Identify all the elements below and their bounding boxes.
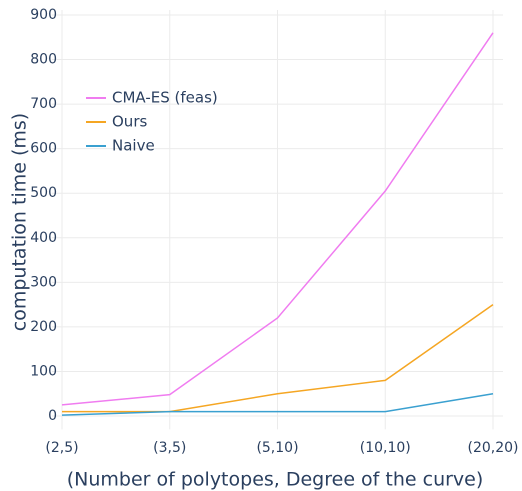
y-tick-label: 500	[30, 185, 57, 201]
x-tick-label: (3,5)	[153, 440, 186, 456]
y-tick-label: 200	[30, 319, 57, 335]
legend-label: CMA-ES (feas)	[112, 89, 218, 107]
x-tick-label: (10,10)	[360, 440, 411, 456]
x-tick-label: (20,20)	[467, 440, 518, 456]
legend-label: Naive	[112, 137, 155, 155]
line	[61, 32, 494, 406]
y-axis-title: computation time (ms)	[9, 113, 31, 331]
legend-label: Ours	[112, 113, 147, 131]
y-tick-label: 700	[30, 96, 57, 112]
x-tick-label: (5,10)	[256, 440, 298, 456]
y-tick-label: 600	[30, 141, 57, 157]
y-tick-label: 100	[30, 363, 57, 379]
y-tick-label: 400	[30, 230, 57, 246]
y-tick-label: 900	[30, 7, 57, 23]
line	[61, 393, 494, 416]
y-tick-label: 300	[30, 274, 57, 290]
x-tick-label: (2,5)	[45, 440, 78, 456]
y-tick-label: 800	[30, 52, 57, 68]
y-tick-label: 0	[48, 408, 57, 424]
line	[62, 304, 494, 413]
x-axis-title: (Number of polytopes, Degree of the curv…	[67, 469, 484, 491]
